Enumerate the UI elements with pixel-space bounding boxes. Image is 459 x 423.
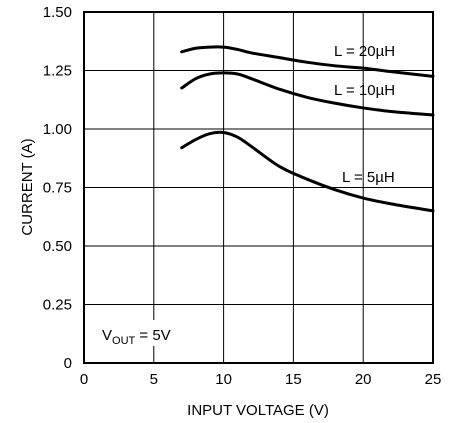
plot-frame <box>83 11 434 364</box>
series-label-20uh: L = 20µH <box>334 43 395 60</box>
y-tick-label: 0 <box>64 355 72 372</box>
series-label-10uh: L = 10µH <box>334 82 395 99</box>
vout-annotation-rest: = 5V <box>135 327 170 344</box>
x-tick-label: 10 <box>215 371 232 388</box>
series-line-20uh <box>180 45 435 78</box>
vout-annotation-subscript: OUT <box>112 335 136 347</box>
x-tick-label: 25 <box>425 371 442 388</box>
x-axis-label: INPUT VOLTAGE (V) <box>187 402 329 419</box>
y-tick-label: 0.25 <box>43 297 72 314</box>
y-tick-label: 0.50 <box>43 238 72 255</box>
vout-annotation: VOUT = 5V <box>102 327 171 347</box>
y-tick-label: 1.00 <box>43 121 72 138</box>
series-lines <box>180 45 435 213</box>
annotation-background <box>96 320 188 346</box>
series-line-5uh <box>180 130 435 213</box>
tick-labels: 0 5 10 15 20 25 0 0.25 0.50 0.75 1.00 1.25 1.50 <box>43 4 442 388</box>
series-label-5uh: L = 5µH <box>342 169 395 186</box>
grid <box>84 12 433 363</box>
y-tick-label: 1.50 <box>43 4 72 21</box>
vout-annotation-base: V <box>102 327 112 344</box>
x-tick-label: 0 <box>80 371 88 388</box>
y-tick-label: 0.75 <box>43 180 72 197</box>
y-axis-label: CURRENT (A) <box>19 138 36 235</box>
x-tick-label: 5 <box>150 371 158 388</box>
y-tick-label: 1.25 <box>43 63 72 80</box>
series-line-10uh <box>180 71 435 117</box>
x-tick-label: 15 <box>285 371 302 388</box>
x-tick-label: 20 <box>355 371 372 388</box>
